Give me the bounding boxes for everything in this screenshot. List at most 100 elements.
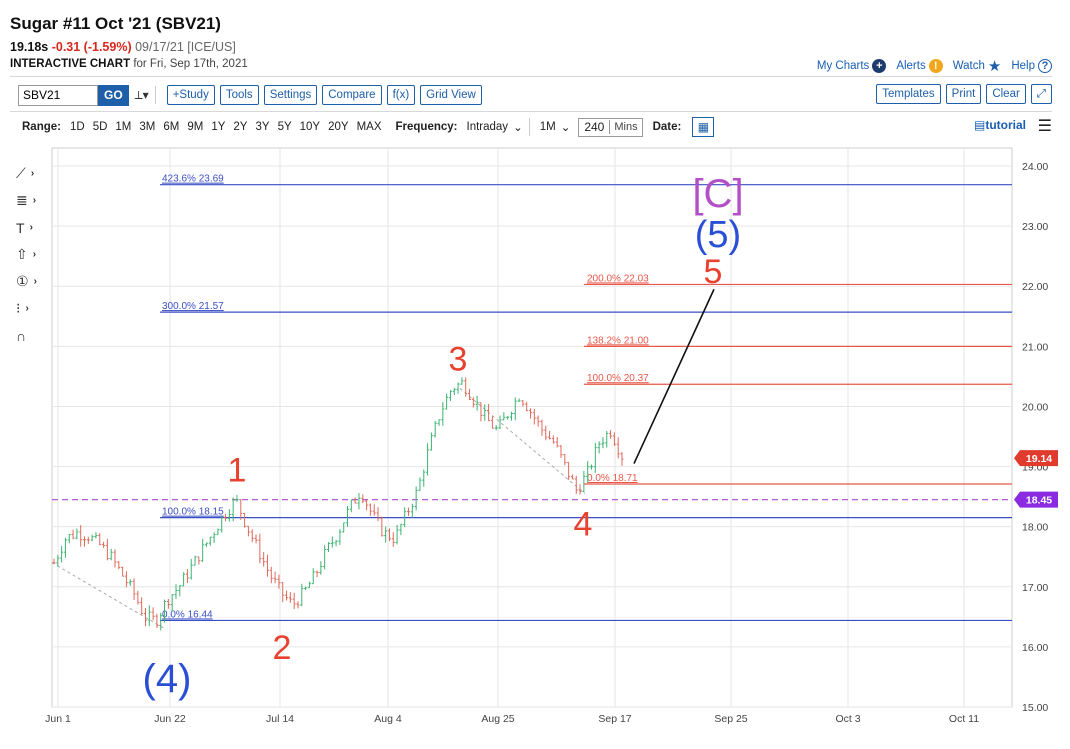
subtitle-date: for Fri, Sep 17th, 2021 bbox=[130, 58, 248, 70]
watch-link[interactable]: Watch ★ bbox=[953, 57, 1002, 75]
print-button[interactable]: Print bbox=[945, 84, 982, 104]
magnet-icon[interactable]: ∩ bbox=[16, 327, 27, 344]
wave-label: 5 bbox=[704, 253, 723, 291]
plus-circle-icon: + bbox=[872, 59, 887, 73]
range-option-9m[interactable]: 9M bbox=[187, 121, 204, 133]
film-icon: ▤ bbox=[973, 118, 986, 132]
wave-label: 4 bbox=[574, 506, 593, 544]
period-value: 1M bbox=[539, 121, 556, 133]
frequency-select[interactable]: Intraday ⌄ bbox=[467, 120, 523, 134]
my-charts-link[interactable]: My Charts + bbox=[816, 59, 887, 73]
subtitle-bold: INTERACTIVE CHART bbox=[10, 58, 131, 70]
x-tick-label: Aug 4 bbox=[374, 713, 402, 725]
interval-input[interactable]: 240 Mins bbox=[578, 117, 643, 137]
y-tick-label: 16.00 bbox=[1022, 642, 1048, 654]
range-option-1d[interactable]: 1D bbox=[69, 121, 85, 133]
line-tool-icon[interactable]: ⟋ › bbox=[16, 165, 35, 181]
fib-level-label: 138.2% 21.00 bbox=[587, 335, 649, 346]
x-tick-label: Sep 25 bbox=[714, 713, 747, 725]
range-options: 1D 5D 1M 3M 6M 9M 1Y 2Y 3Y 5Y 10Y 20Y MAX bbox=[66, 121, 386, 133]
range-option-2y[interactable]: 2Y bbox=[233, 121, 248, 133]
x-tick-label: Jun 22 bbox=[154, 713, 186, 725]
period-select[interactable]: 1M ⌄ bbox=[540, 120, 571, 134]
y-tick-label: 17.00 bbox=[1022, 582, 1048, 594]
y-tick-label: 15.00 bbox=[1022, 702, 1048, 714]
fib-level-label: 100.0% 20.37 bbox=[587, 373, 649, 384]
y-tick-label: 18.00 bbox=[1022, 522, 1048, 534]
x-tick-label: Jun 1 bbox=[45, 713, 71, 725]
calendar-icon[interactable]: ▦ bbox=[692, 117, 715, 137]
range-option-5y[interactable]: 5Y bbox=[277, 121, 292, 133]
expand-icon[interactable]: ⤢ bbox=[1030, 84, 1052, 104]
tutorial-link[interactable]: ▤tutorial bbox=[974, 118, 1026, 132]
templates-button[interactable]: Templates bbox=[876, 84, 941, 104]
wave-count-tool-icon[interactable]: ① › bbox=[16, 273, 37, 289]
projection-line bbox=[633, 288, 715, 464]
last-price-tag-shape bbox=[1014, 450, 1058, 467]
wave-label: (5) bbox=[695, 214, 741, 256]
fib-level-label: 200.0% 22.03 bbox=[587, 273, 649, 284]
range-option-3m[interactable]: 3M bbox=[139, 121, 156, 133]
study-button[interactable]: +Study bbox=[166, 85, 215, 105]
divider bbox=[10, 76, 1052, 77]
range-option-1m[interactable]: 1M bbox=[115, 121, 132, 133]
tools-button[interactable]: Tools bbox=[219, 85, 259, 105]
chart-subtitle: INTERACTIVE CHART for Fri, Sep 17th, 202… bbox=[10, 58, 248, 70]
range-separator bbox=[528, 118, 530, 136]
range-option-1y[interactable]: 1Y bbox=[211, 121, 226, 133]
drawing-mode-icon[interactable]: ⟂▾ bbox=[134, 87, 149, 102]
toolbar-right: Templates Print Clear ⤢ bbox=[871, 84, 1052, 104]
help-label: Help bbox=[1011, 60, 1035, 72]
plot-area bbox=[51, 147, 1013, 708]
x-tick-label: Aug 25 bbox=[481, 713, 514, 725]
wave-label: 3 bbox=[449, 340, 468, 378]
help-link[interactable]: Help? bbox=[1011, 59, 1052, 73]
wave-connector bbox=[51, 562, 166, 630]
wave-label: [C] bbox=[692, 172, 743, 216]
tutorial-label: tutorial bbox=[985, 118, 1026, 132]
interval-unit: Mins bbox=[614, 121, 638, 133]
range-option-20y[interactable]: 20Y bbox=[328, 121, 349, 133]
go-button[interactable]: GO bbox=[98, 84, 129, 106]
wave-label: 2 bbox=[273, 629, 292, 667]
alerts-label: Alerts bbox=[896, 60, 926, 72]
page-title: Sugar #11 Oct '21 (SBV21) bbox=[10, 14, 221, 33]
y-tick-label: 21.00 bbox=[1022, 341, 1048, 353]
top-links: My Charts + Alerts! Watch ★ Help? bbox=[817, 57, 1052, 75]
x-tick-label: Jul 14 bbox=[266, 713, 294, 725]
range-option-10y[interactable]: 10Y bbox=[299, 121, 321, 133]
drawing-tools: ⟋ › ≣ › T › ⇧ › ① › ⁝ › ∩ bbox=[16, 160, 46, 349]
fib-level-label: 300.0% 21.57 bbox=[162, 301, 224, 312]
text-tool-icon[interactable]: T › bbox=[16, 219, 33, 236]
compare-button[interactable]: Compare bbox=[322, 85, 382, 105]
wave-label: (4) bbox=[143, 657, 192, 701]
range-option-3y[interactable]: 3Y bbox=[255, 121, 270, 133]
grid-view-button[interactable]: Grid View bbox=[420, 85, 482, 105]
date-label: Date: bbox=[652, 121, 682, 133]
symbol-input[interactable] bbox=[18, 84, 98, 106]
price-change: -0.31 (-1.59%) bbox=[51, 40, 132, 54]
alerts-link[interactable]: Alerts! bbox=[896, 59, 943, 73]
y-tick-label: 22.00 bbox=[1022, 281, 1048, 293]
wave-label: 1 bbox=[228, 452, 247, 490]
last-price: 19.18s bbox=[10, 40, 49, 54]
fx-button[interactable]: f(x) bbox=[386, 85, 416, 105]
fib-tool-icon[interactable]: ≣ › bbox=[16, 192, 37, 208]
frequency-value: Intraday bbox=[466, 121, 509, 133]
frequency-label: Frequency: bbox=[395, 121, 458, 133]
range-option-6m[interactable]: 6M bbox=[163, 121, 180, 133]
fib-level-label: 100.0% 18.15 bbox=[162, 507, 224, 518]
toolbar-separator bbox=[154, 86, 156, 104]
alert-icon: ! bbox=[928, 59, 943, 73]
y-tick-label: 24.00 bbox=[1022, 161, 1048, 173]
pattern-tool-icon[interactable]: ⁝ › bbox=[16, 300, 29, 316]
chevron-down-icon: ⌄ bbox=[560, 122, 571, 134]
range-option-max[interactable]: MAX bbox=[356, 121, 382, 133]
arrow-tool-icon[interactable]: ⇧ › bbox=[16, 246, 37, 262]
clear-button[interactable]: Clear bbox=[986, 84, 1026, 104]
settings-button[interactable]: Settings bbox=[263, 85, 318, 105]
range-option-5d[interactable]: 5D bbox=[92, 121, 108, 133]
hamburger-menu-icon[interactable]: ☰ bbox=[1037, 118, 1052, 135]
my-charts-label: My Charts bbox=[816, 60, 870, 72]
